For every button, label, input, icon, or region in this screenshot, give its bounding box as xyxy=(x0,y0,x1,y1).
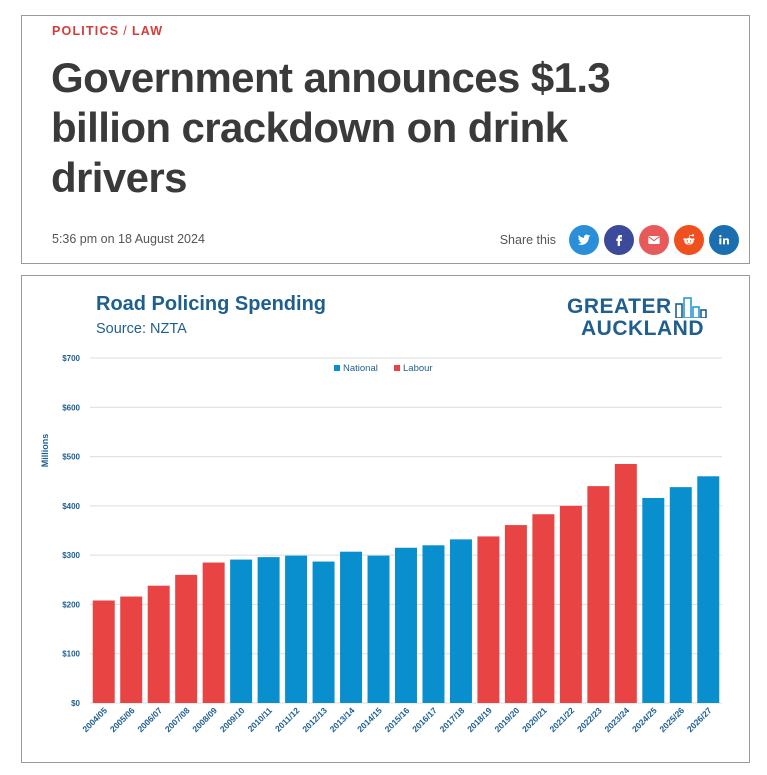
bar-2024-25 xyxy=(642,497,665,703)
article-header: POLITICS / LAW Government announces $1.3 b… xyxy=(21,15,750,264)
email-icon xyxy=(648,236,660,244)
reddit-icon xyxy=(683,234,695,245)
y-tick-label: $0 xyxy=(71,699,80,708)
logo-line-2: AUCKLAND xyxy=(581,317,704,340)
x-tick-label: 2011/12 xyxy=(273,705,302,734)
bar-2021-22 xyxy=(559,505,582,703)
bar-2019-20 xyxy=(504,525,527,703)
category-separator: / xyxy=(123,24,128,38)
bar-2022-23 xyxy=(587,486,610,703)
chart-title: Road Policing Spending xyxy=(96,293,326,315)
bar-2025-26 xyxy=(669,487,692,703)
x-tick-label: 2022/23 xyxy=(575,705,604,734)
legend-swatch-labour xyxy=(394,365,400,371)
bar-2014-15 xyxy=(367,555,390,703)
legend-label-labour: Labour xyxy=(403,363,433,374)
category-law[interactable]: LAW xyxy=(131,24,164,38)
x-tick-label: 2008/09 xyxy=(190,705,219,734)
twitter-icon xyxy=(577,234,591,245)
chart-card: Road Policing Spending Source: NZTA GREA… xyxy=(21,275,750,763)
reddit-share-button[interactable] xyxy=(674,225,704,255)
x-tick-label: 2006/07 xyxy=(135,705,164,734)
y-axis-label: Millions xyxy=(40,434,50,468)
share-label: Share this xyxy=(499,233,556,247)
x-tick-label: 2005/06 xyxy=(108,705,137,734)
greater-auckland-logo: GREATER AUCKLAND xyxy=(567,296,708,340)
x-tick-label: 2007/08 xyxy=(163,705,192,734)
bar-2023-24 xyxy=(614,463,637,703)
category-politics[interactable]: POLITICS xyxy=(52,24,120,38)
city-skyline-icon xyxy=(674,297,707,318)
x-tick-label: 2019/20 xyxy=(493,705,522,734)
bar-2004-05 xyxy=(92,600,115,703)
bar-2018-19 xyxy=(477,536,500,703)
bar-2012-13 xyxy=(312,561,335,703)
bar-2010-11 xyxy=(257,557,280,703)
logo-line-1: GREATER xyxy=(567,295,672,318)
bar-2013-14 xyxy=(340,551,363,703)
article-timestamp: 5:36 pm on 18 August 2024 xyxy=(52,232,205,246)
y-tick-label: $200 xyxy=(62,600,80,609)
x-tick-label: 2024/25 xyxy=(630,705,659,734)
share-bar: Share this xyxy=(500,225,739,255)
x-tick-label: 2009/10 xyxy=(218,705,247,734)
x-tick-label: 2026/27 xyxy=(685,705,714,734)
x-tick-label: 2004/05 xyxy=(80,705,109,734)
bar-2020-21 xyxy=(532,514,555,703)
x-tick-label: 2023/24 xyxy=(602,705,631,734)
bar-2026-27 xyxy=(697,476,720,703)
bar-2011-12 xyxy=(285,555,308,703)
bar-chart: $0 $100 $200 $300 $400 $500 $600 $700 Millions 20… xyxy=(40,354,722,734)
linkedin-icon xyxy=(719,235,729,245)
bar-2017-18 xyxy=(449,539,472,703)
y-tick-label: $600 xyxy=(62,403,80,412)
x-tick-label: 2020/21 xyxy=(520,705,549,734)
chart-subtitle: Source: NZTA xyxy=(96,321,187,337)
bar-2006-07 xyxy=(147,585,170,703)
linkedin-share-button[interactable] xyxy=(709,225,739,255)
y-tick-label: $500 xyxy=(62,453,80,462)
bar-2005-06 xyxy=(120,596,143,703)
bar-2008-09 xyxy=(202,562,225,703)
x-tick-label: 2018/19 xyxy=(465,705,494,734)
legend-swatch-national xyxy=(334,365,340,371)
y-tick-label: $700 xyxy=(62,354,80,363)
x-tick-label: 2016/17 xyxy=(410,705,439,734)
legend-label-national: National xyxy=(343,363,378,374)
x-tick-label: 2012/13 xyxy=(300,705,329,734)
x-tick-label: 2025/26 xyxy=(657,705,686,734)
bar-2009-10 xyxy=(230,559,253,703)
article-headline: Government announces $1.3 billion crackd… xyxy=(51,54,611,201)
bar-2016-17 xyxy=(422,545,445,703)
y-tick-label: $100 xyxy=(62,650,80,659)
y-tick-label: $300 xyxy=(62,551,80,560)
x-tick-label: 2015/16 xyxy=(383,705,412,734)
x-tick-label: 2013/14 xyxy=(328,705,357,734)
category-breadcrumb: POLITICS / LAW xyxy=(52,24,163,38)
x-tick-label: 2021/22 xyxy=(547,705,576,734)
twitter-share-button[interactable] xyxy=(569,225,599,255)
facebook-share-button[interactable] xyxy=(604,225,634,255)
y-tick-label: $400 xyxy=(62,502,80,511)
bar-2015-16 xyxy=(395,547,417,703)
bar-2007-08 xyxy=(175,574,198,703)
x-tick-label: 2014/15 xyxy=(355,705,384,734)
x-tick-label: 2017/18 xyxy=(438,705,467,734)
x-tick-label: 2010/11 xyxy=(246,705,275,734)
facebook-icon xyxy=(616,235,622,246)
email-share-button[interactable] xyxy=(639,225,669,255)
